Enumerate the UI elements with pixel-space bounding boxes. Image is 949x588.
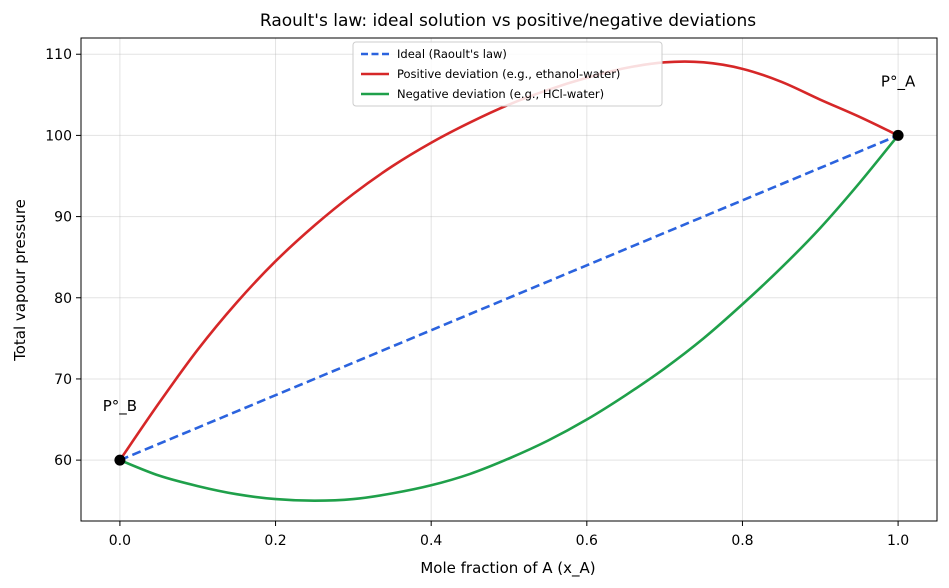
- ticks: 0.0 0.2 0.4 0.6 0.8 1.0 60 70 80 90 100 110: [45, 47, 909, 549]
- legend-box: [352, 41, 663, 107]
- endpoint-label: P°_A: [881, 72, 916, 91]
- endpoint-label: P°_B: [103, 397, 137, 416]
- endpoint-marker: [892, 129, 904, 141]
- endpoint-marker: [114, 454, 126, 466]
- x-tick-label: 0.8: [731, 533, 753, 549]
- y-tick-label: 90: [54, 210, 72, 226]
- x-axis-label: Mole fraction of A (x_A): [420, 559, 595, 578]
- series-line-0: [119, 134, 899, 462]
- grid: [81, 38, 937, 521]
- plot-frame: [80, 37, 938, 522]
- legend: Ideal (Raoult's law) Positive deviation (…: [352, 41, 663, 107]
- series-layer: [118, 60, 900, 503]
- y-tick-label: 80: [54, 291, 72, 307]
- y-tick-label: 110: [45, 47, 72, 63]
- x-tick-label: 1.0: [887, 533, 909, 549]
- y-tick-label: 100: [45, 128, 72, 144]
- y-tick-label: 60: [54, 453, 72, 469]
- x-tick-label: 0.6: [576, 533, 598, 549]
- chart-title: Raoult's law: ideal solution vs positive…: [260, 11, 756, 31]
- y-axis-label: Total vapour pressure: [11, 199, 29, 362]
- points-layer: P°_B P°_A: [103, 72, 916, 466]
- axes: [80, 37, 938, 522]
- legend-label: Ideal (Raoult's law): [397, 47, 507, 61]
- y-tick-label: 70: [54, 372, 72, 388]
- legend-label: Negative deviation (e.g., HCl-water): [397, 87, 604, 101]
- series-line-1: [118, 60, 899, 461]
- x-tick-label: 0.4: [420, 533, 442, 549]
- x-tick-label: 0.2: [264, 533, 286, 549]
- legend-label: Positive deviation (e.g., ethanol-water): [397, 67, 620, 81]
- series-line-2: [119, 134, 900, 503]
- x-tick-label: 0.0: [109, 533, 131, 549]
